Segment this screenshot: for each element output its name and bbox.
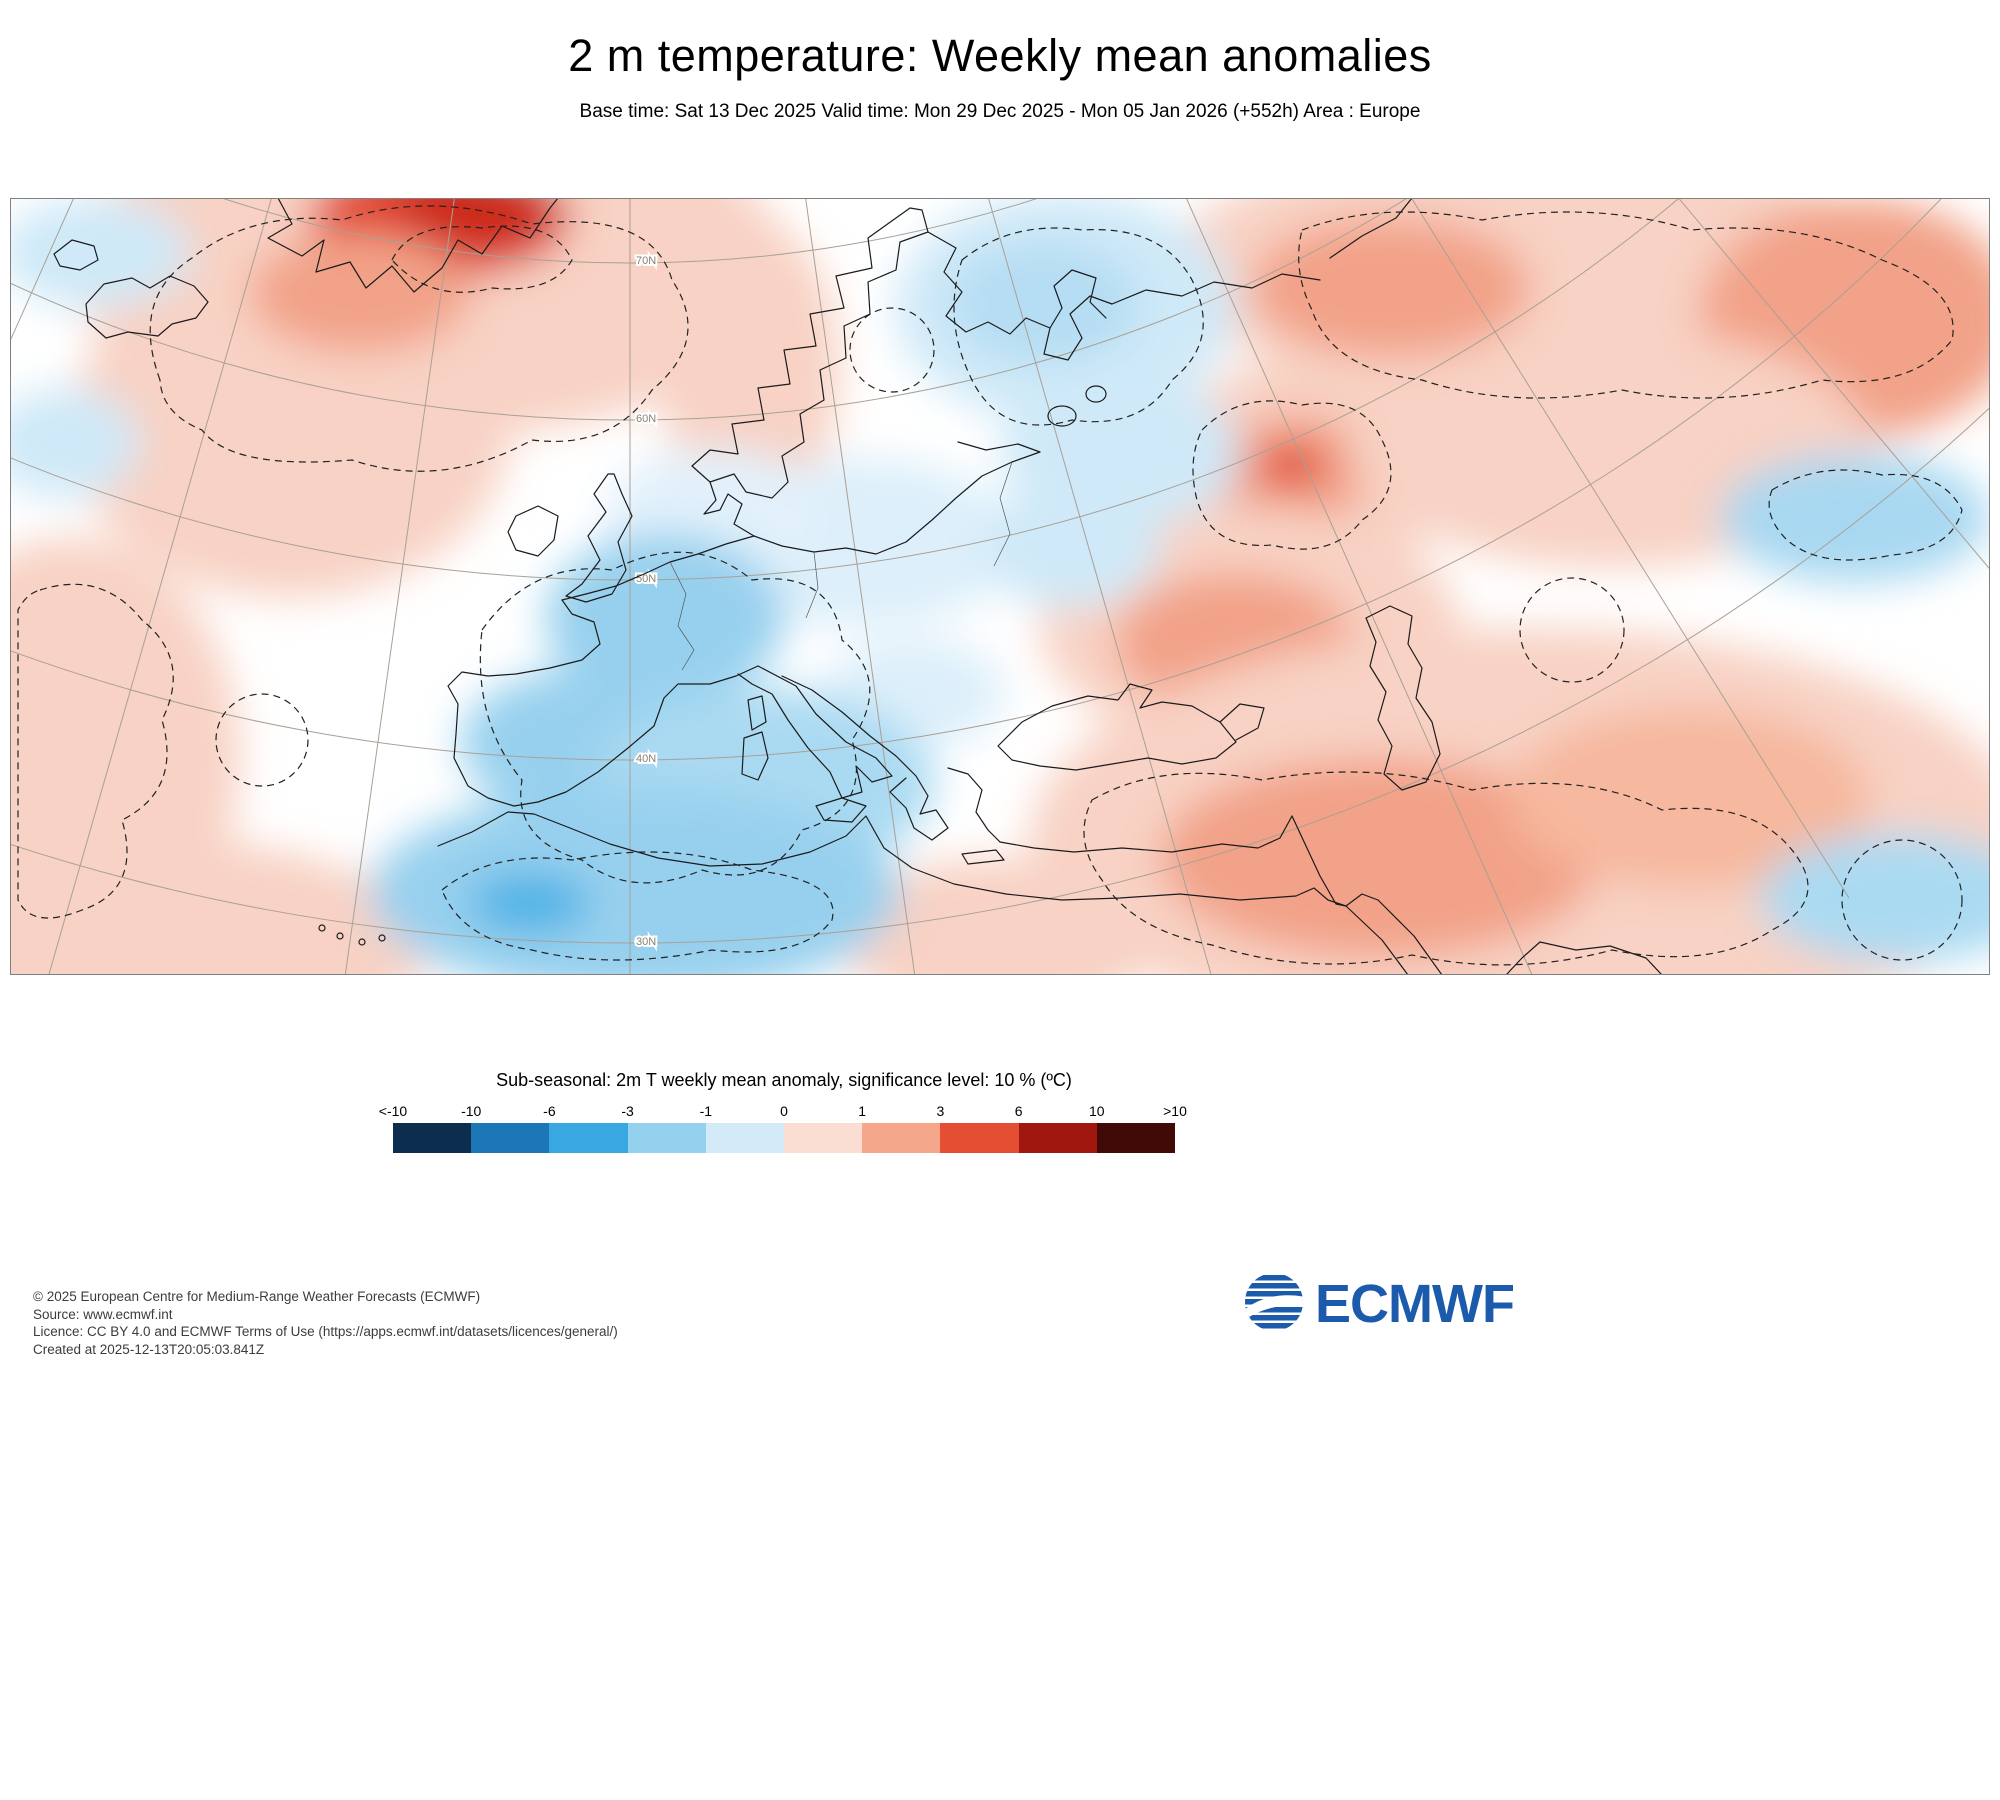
legend-color-cell [549, 1123, 628, 1153]
legend-tick-label: 0 [780, 1103, 788, 1119]
legend-color-cell [471, 1123, 550, 1153]
legend-color-cell [1018, 1123, 1097, 1153]
legend-color-cell [940, 1123, 1019, 1153]
graticule-labels: 70N 60N 50N 40N 30N [634, 253, 658, 950]
latitude-label-70n: 70N [636, 255, 656, 267]
legend-colorbar [393, 1123, 1176, 1153]
footer-line: © 2025 European Centre for Medium-Range … [33, 1289, 481, 1304]
latitude-label-30n: 30N [636, 936, 656, 948]
coastlines [53, 198, 1663, 975]
legend-tick-label: 10 [1089, 1103, 1105, 1119]
ecmwf-logo: ECMWF [1243, 1270, 1543, 1339]
anomaly-map: 70N 60N 50N 40N 30N [10, 198, 1990, 975]
legend-tick-label: -1 [699, 1103, 713, 1119]
legend-tick-label: -3 [621, 1103, 634, 1119]
ecmwf-logo-globe-icon [1245, 1275, 1303, 1329]
legend-tick-labels: <-10 -10 -6 -3 -1 0 1 3 6 10 >10 [379, 1103, 1187, 1121]
latitude-label-50n: 50N [636, 573, 656, 585]
legend-tick-label: 6 [1014, 1103, 1023, 1119]
significance-contours [17, 205, 1963, 966]
map-canvas: 70N 60N 50N 40N 30N [10, 198, 1990, 975]
legend-color-cell [627, 1123, 706, 1153]
colorbar-legend: Sub-seasonal: 2m T weekly mean anomaly, … [379, 1070, 1187, 1153]
legend-tick-label: -10 [461, 1103, 482, 1119]
country-borders [669, 461, 1013, 671]
ecmwf-logo-text: ECMWF [1315, 1274, 1514, 1334]
map-frame-border [10, 198, 1990, 975]
legend-color-cell [1096, 1123, 1176, 1153]
legend-title: Sub-seasonal: 2m T weekly mean anomaly, … [496, 1070, 1072, 1090]
legend-tick-label: >10 [1163, 1103, 1187, 1119]
legend-color-cell [393, 1123, 472, 1153]
figure-title: 2 m temperature: Weekly mean anomalies [568, 30, 1432, 81]
footer-line: Created at 2025-12-13T20:05:03.841Z [33, 1341, 265, 1357]
legend-tick-label: 3 [936, 1103, 945, 1119]
footer-line: Source: www.ecmwf.int [33, 1306, 173, 1322]
legend-color-cell [705, 1123, 785, 1153]
legend-color-cell [784, 1123, 863, 1153]
legend-tick-label: <-10 [378, 1103, 408, 1119]
footer-line: Licence: CC BY 4.0 and ECMWF Terms of Us… [33, 1324, 618, 1339]
legend-tick-label: -6 [543, 1103, 556, 1119]
figure-subtitle: Base time: Sat 13 Dec 2025 Valid time: M… [579, 101, 1421, 122]
latitude-label-40n: 40N [636, 753, 656, 765]
footer-text: © 2025 European Centre for Medium-Range … [33, 1288, 618, 1358]
anomaly-field [10, 198, 1990, 975]
legend-tick-label: 1 [858, 1103, 867, 1119]
legend-color-cell [862, 1123, 941, 1153]
latitude-label-60n: 60N [636, 413, 656, 425]
